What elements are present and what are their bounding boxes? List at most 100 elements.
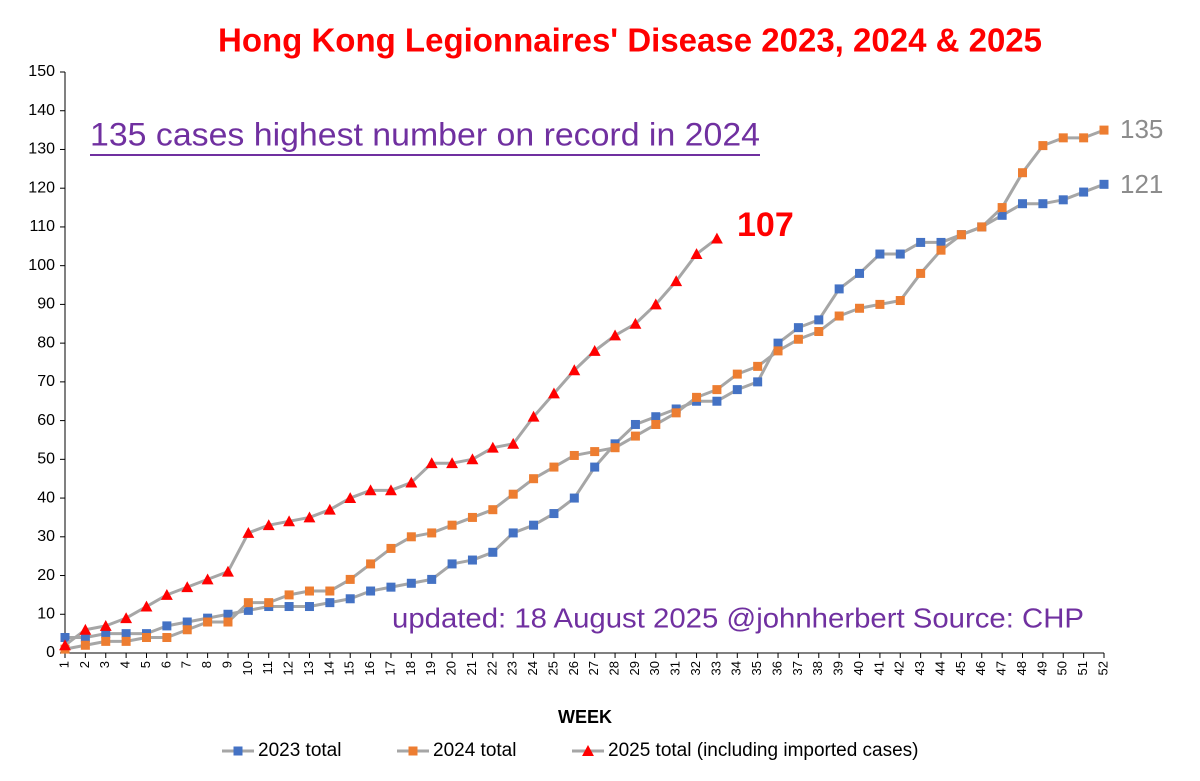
x-tick-label: 44 <box>932 661 947 675</box>
legend-marker <box>582 745 594 756</box>
data-point <box>386 582 396 592</box>
x-tick-label: 25 <box>545 661 560 675</box>
data-point <box>60 633 70 643</box>
x-tick-label: 23 <box>505 661 520 675</box>
data-point <box>101 629 111 639</box>
data-point <box>610 443 620 453</box>
data-point <box>80 640 90 650</box>
data-point <box>466 453 479 465</box>
data-point <box>1038 199 1048 209</box>
data-point <box>446 457 459 469</box>
y-tick-label: 60 <box>37 412 55 429</box>
x-tick-label: 9 <box>219 661 234 668</box>
x-tick-label: 51 <box>1075 661 1090 675</box>
data-point <box>548 387 560 399</box>
data-point <box>366 559 376 569</box>
data-point <box>203 617 213 627</box>
data-point <box>630 431 640 441</box>
data-point <box>609 329 621 341</box>
data-point <box>753 377 763 387</box>
data-point <box>629 317 642 329</box>
data-point <box>997 210 1007 220</box>
data-point <box>936 237 946 247</box>
data-point <box>895 296 905 306</box>
data-point <box>649 298 662 310</box>
y-tick-label: 30 <box>37 528 55 545</box>
data-point <box>588 344 601 356</box>
x-tick-label: 10 <box>240 661 255 675</box>
y-tick-label: 120 <box>28 179 55 196</box>
data-point <box>508 489 518 499</box>
data-point <box>956 230 966 240</box>
data-point <box>181 581 194 593</box>
data-point <box>916 237 926 247</box>
data-point <box>670 275 683 287</box>
data-point <box>834 284 844 294</box>
legend-label: 2024 total <box>433 740 516 761</box>
data-point <box>366 586 376 596</box>
x-tick-label: 22 <box>484 661 499 675</box>
data-point <box>101 636 111 646</box>
x-tick-label: 33 <box>708 661 723 675</box>
data-point <box>140 600 153 612</box>
x-tick-label: 6 <box>158 661 173 668</box>
data-point <box>345 574 355 584</box>
data-point <box>264 598 274 608</box>
data-point <box>325 586 335 596</box>
data-point <box>977 222 987 232</box>
data-point <box>303 511 316 523</box>
data-point <box>916 268 926 278</box>
x-axis-label: WEEK <box>558 707 612 727</box>
x-tick-label: 38 <box>810 661 825 675</box>
x-tick-label: 4 <box>118 661 133 668</box>
data-point <box>162 621 172 631</box>
y-tick-label: 90 <box>37 296 55 313</box>
data-point <box>364 484 377 496</box>
annotation: 135 cases highest number on record in 20… <box>90 116 760 152</box>
data-point <box>569 493 579 503</box>
x-tick-label: 24 <box>525 661 540 675</box>
x-tick-label: 41 <box>871 661 886 675</box>
x-tick-label: 32 <box>688 661 703 675</box>
x-tick-label: 40 <box>851 661 866 675</box>
x-tick-label: 19 <box>423 661 438 675</box>
data-point <box>671 408 681 418</box>
data-point <box>223 609 233 619</box>
data-point <box>162 633 172 643</box>
data-point <box>710 232 723 244</box>
x-tick-label: 30 <box>647 661 662 675</box>
annotation: updated: 18 August 2025 @johnherbert Sou… <box>392 602 1084 633</box>
y-tick-label: 80 <box>37 334 55 351</box>
data-point <box>773 346 783 356</box>
data-point <box>406 532 416 542</box>
y-tick-label: 150 <box>28 63 55 80</box>
data-point <box>773 338 783 348</box>
x-tick-label: 52 <box>1095 661 1110 675</box>
y-tick-label: 40 <box>37 489 55 506</box>
end-label: 107 <box>737 206 794 244</box>
legend-label: 2023 total <box>258 740 341 761</box>
data-point <box>79 623 92 635</box>
data-point <box>304 602 314 612</box>
data-point <box>651 419 661 429</box>
y-tick-label: 130 <box>28 141 55 158</box>
x-tick-label: 49 <box>1034 661 1049 675</box>
data-point <box>344 492 357 504</box>
data-point <box>405 476 418 488</box>
x-tick-label: 21 <box>464 661 479 675</box>
x-tick-label: 15 <box>342 661 357 675</box>
x-tick-label: 31 <box>668 661 683 675</box>
data-point <box>508 528 518 538</box>
legend-label: 2025 total (including imported cases) <box>608 740 919 761</box>
data-point <box>80 633 90 643</box>
y-tick-label: 10 <box>37 605 55 622</box>
data-point <box>121 629 131 639</box>
data-point <box>59 639 71 651</box>
data-point <box>467 512 477 522</box>
data-point <box>243 605 253 615</box>
x-tick-label: 48 <box>1014 661 1029 675</box>
x-tick-label: 2 <box>77 661 92 668</box>
data-point <box>99 619 112 631</box>
data-point <box>447 559 457 569</box>
y-tick-label: 50 <box>37 451 55 468</box>
